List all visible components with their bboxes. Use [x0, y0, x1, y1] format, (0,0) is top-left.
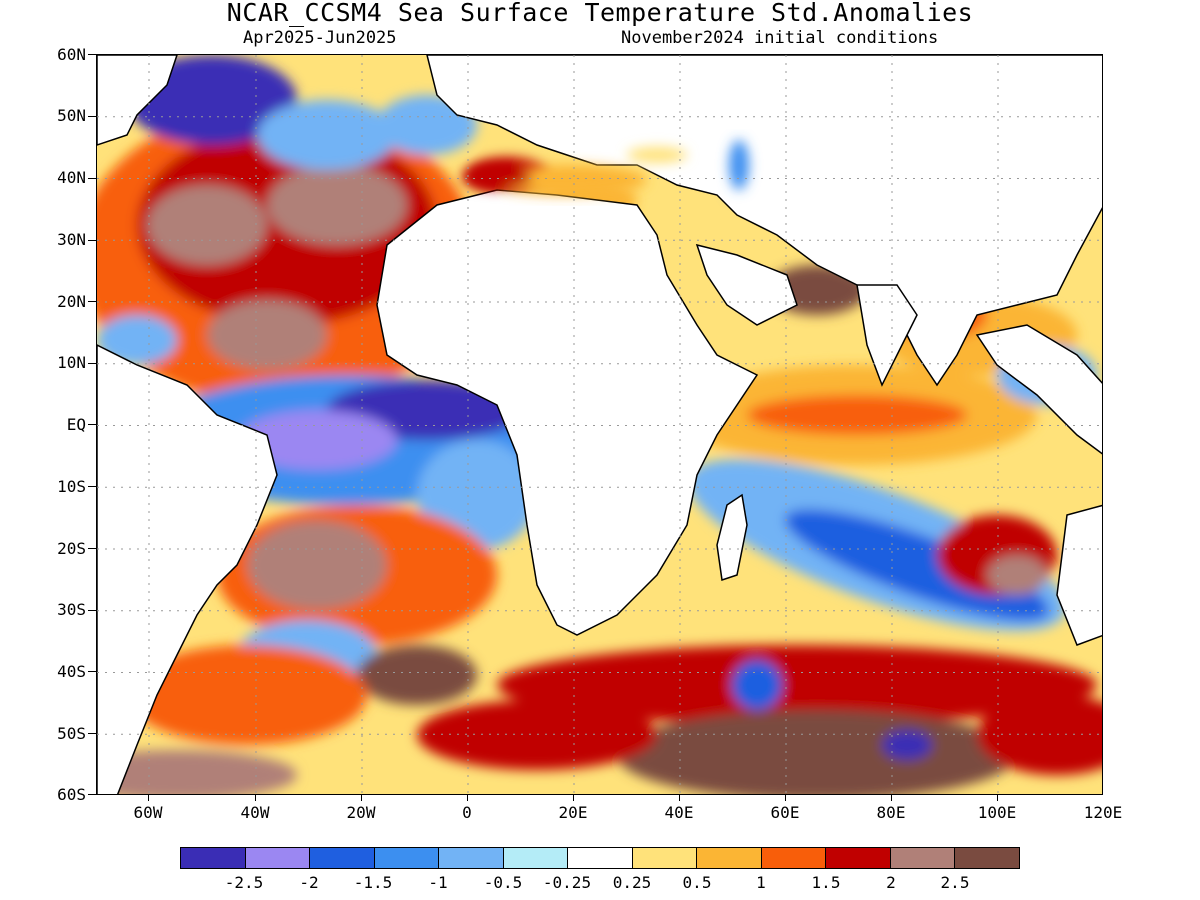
lat-tick [88, 794, 96, 795]
map-canvas [97, 55, 1102, 794]
colorbar-swatch-0 [181, 848, 246, 868]
forecast-period: Apr2025-Jun2025 [243, 28, 397, 48]
lat-tick [88, 733, 96, 734]
colorbar [180, 847, 1020, 869]
colorbar-label: 0.25 [612, 873, 652, 892]
africa [376, 189, 759, 636]
colorbar-swatch-5 [503, 848, 569, 868]
colorbar-swatch-3 [374, 848, 440, 868]
lat-label-40n: 40N [57, 168, 86, 187]
arabia [695, 243, 798, 326]
lat-label-10s: 10S [57, 477, 86, 496]
colorbar-label: -1 [428, 873, 448, 892]
lat-tick [88, 240, 96, 241]
colorbar-swatch-11 [890, 848, 956, 868]
madagascar [716, 493, 748, 581]
lon-label-40w: 40W [240, 803, 270, 822]
colorbar-swatch-8 [697, 848, 762, 868]
lon-tick [679, 795, 680, 801]
colorbar-swatch-1 [245, 848, 311, 868]
lon-tick [891, 795, 892, 801]
colorbar-swatch-2 [310, 848, 375, 868]
lat-label-40s: 40S [57, 662, 86, 681]
lat-tick [88, 178, 96, 179]
lat-tick [88, 610, 96, 611]
lon-label-100e: 100E [977, 803, 1017, 822]
lon-label-120e: 120E [1083, 803, 1123, 822]
figure-title: NCAR_CCSM4 Sea Surface Temperature Std.A… [226, 0, 974, 27]
lon-tick [361, 795, 362, 801]
colorbar-label: -2 [299, 873, 319, 892]
lat-label-20s: 20S [57, 539, 86, 558]
lon-tick [148, 795, 149, 801]
lon-tick [785, 795, 786, 801]
lat-label-eq: EQ [66, 415, 86, 434]
lat-label-60n: 60N [57, 45, 86, 64]
south-america [97, 344, 278, 794]
eurasia [426, 55, 1102, 387]
lat-tick [88, 363, 96, 364]
lat-label-10n: 10N [57, 353, 86, 372]
colorbar-swatch-7 [632, 848, 698, 868]
lon-label-40e: 40E [664, 803, 694, 822]
initial-conditions: November2024 initial conditions [621, 28, 939, 48]
lat-tick [88, 301, 96, 302]
colorbar-label: -2.5 [224, 873, 264, 892]
graticule [97, 55, 1102, 794]
colorbar-label: 1.5 [811, 873, 841, 892]
lon-tick [467, 795, 468, 801]
lat-label-30s: 30S [57, 600, 86, 619]
lon-label-0: 0 [462, 803, 472, 822]
lon-label-80e: 80E [876, 803, 906, 822]
australia [1056, 504, 1102, 646]
colorbar-swatch-6 [568, 848, 633, 868]
colorbar-label: 2.5 [940, 873, 970, 892]
colorbar-swatch-9 [761, 848, 827, 868]
lat-tick [88, 671, 96, 672]
sst-anomaly-map [96, 54, 1103, 795]
lat-label-50n: 50N [57, 106, 86, 125]
colorbar-label: -0.5 [483, 873, 523, 892]
lon-label-20w: 20W [346, 803, 376, 822]
colorbar-label: -1.5 [353, 873, 393, 892]
lat-tick [88, 486, 96, 487]
lon-label-60w: 60W [133, 803, 163, 822]
lat-tick [88, 548, 96, 549]
colorbar-swatch-10 [826, 848, 891, 868]
lon-label-20e: 20E [558, 803, 588, 822]
colorbar-swatch-4 [439, 848, 504, 868]
lon-tick [997, 795, 998, 801]
lon-tick [255, 795, 256, 801]
colorbar-swatch-12 [955, 848, 1019, 868]
colorbar-label: 2 [886, 873, 896, 892]
lat-tick [88, 424, 96, 425]
colorbar-label: -0.25 [542, 873, 592, 892]
land-masses [97, 55, 1102, 794]
southeast-asia [975, 324, 1102, 455]
india [856, 284, 918, 387]
lon-label-60e: 60E [770, 803, 800, 822]
inland-seas [462, 140, 749, 195]
lat-tick [88, 54, 96, 55]
lat-label-60s: 60S [57, 785, 86, 804]
north-america [97, 55, 178, 146]
lat-label-20n: 20N [57, 292, 86, 311]
lat-label-50s: 50S [57, 724, 86, 743]
colorbar-label: 0.5 [682, 873, 712, 892]
lat-tick [88, 116, 96, 117]
lon-tick [573, 795, 574, 801]
colorbar-label: 1 [756, 873, 766, 892]
lat-label-30n: 30N [57, 230, 86, 249]
